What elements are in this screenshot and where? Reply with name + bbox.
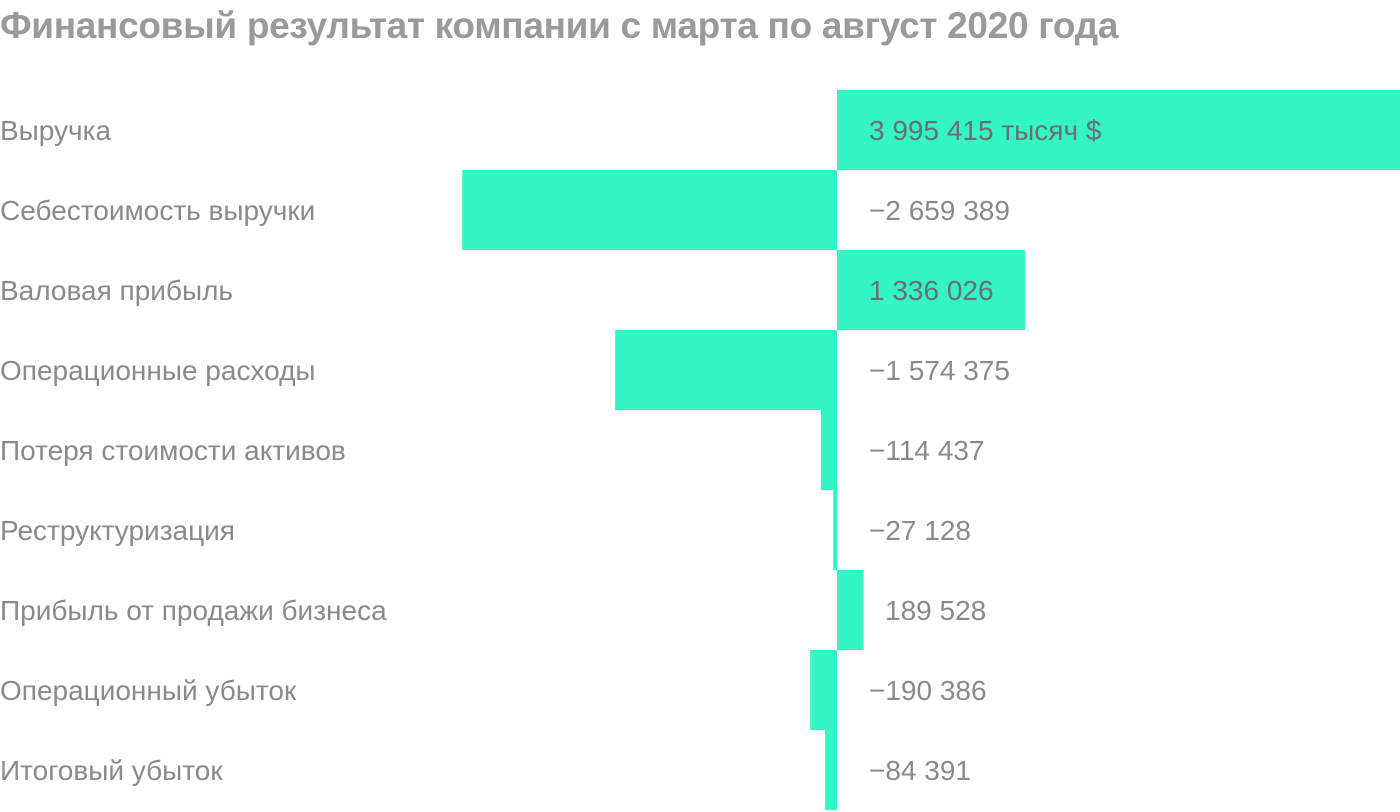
bar-3 bbox=[837, 250, 1026, 330]
bar-9 bbox=[825, 730, 837, 810]
category-label: Себестоимость выручки bbox=[0, 195, 315, 226]
value-label: 189 528 bbox=[885, 595, 986, 626]
bar-7 bbox=[837, 570, 864, 650]
value-label: −114 437 bbox=[869, 435, 985, 466]
category-label: Операционный убыток bbox=[0, 675, 297, 706]
bar-6 bbox=[833, 490, 837, 570]
value-label: 1 336 026 bbox=[869, 275, 994, 306]
value-label: −2 659 389 bbox=[869, 195, 1010, 226]
bar-2 bbox=[462, 170, 837, 250]
category-label: Валовая прибыль bbox=[0, 275, 233, 306]
bar-4 bbox=[615, 330, 837, 410]
bar-8 bbox=[810, 650, 837, 730]
category-label: Реструктуризация bbox=[0, 515, 235, 546]
bar-1 bbox=[837, 90, 1400, 170]
value-label: −1 574 375 bbox=[869, 355, 1010, 386]
value-label: −190 386 bbox=[869, 675, 987, 706]
category-label: Выручка bbox=[0, 115, 112, 146]
value-label: −84 391 bbox=[869, 755, 971, 786]
chart-title: Финансовый результат компании с марта по… bbox=[0, 5, 1119, 46]
value-label: −27 128 bbox=[869, 515, 971, 546]
category-label: Итоговый убыток bbox=[0, 755, 223, 786]
bar-5 bbox=[820, 410, 837, 490]
value-label: 3 995 415 тысяч $ bbox=[869, 115, 1102, 146]
category-label: Прибыль от продажи бизнеса bbox=[0, 595, 387, 626]
category-label: Операционные расходы bbox=[0, 355, 316, 386]
category-label: Потеря стоимости активов bbox=[0, 435, 346, 466]
